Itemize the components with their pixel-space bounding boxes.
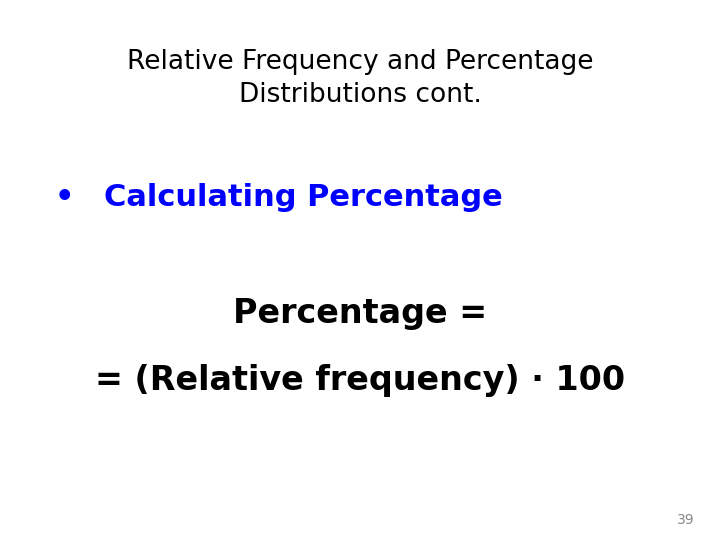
Text: Relative Frequency and Percentage
Distributions cont.: Relative Frequency and Percentage Distri…	[127, 49, 593, 107]
Text: 39: 39	[678, 512, 695, 526]
Text: •: •	[55, 183, 75, 212]
Text: Percentage =: Percentage =	[233, 296, 487, 330]
Text: = (Relative frequency) · 100: = (Relative frequency) · 100	[95, 364, 625, 397]
Text: Calculating Percentage: Calculating Percentage	[104, 183, 503, 212]
